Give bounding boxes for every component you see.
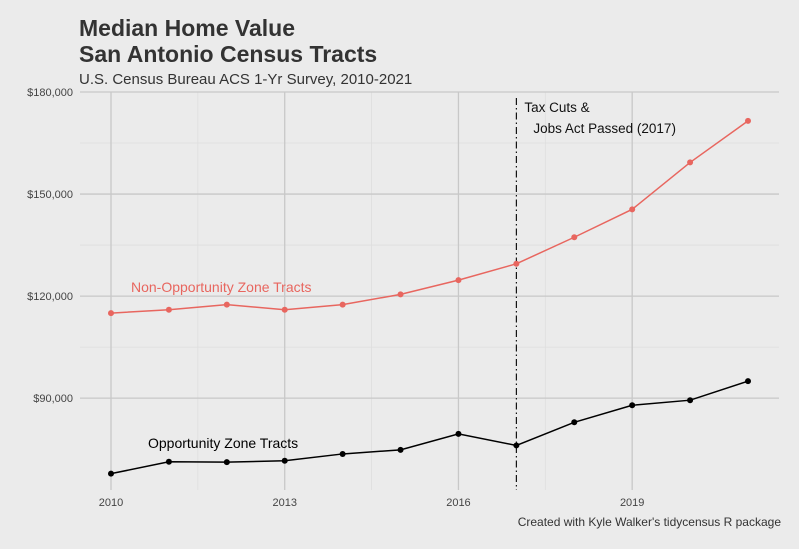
- data-point: [455, 430, 462, 437]
- data-point: [339, 301, 346, 308]
- data-point: [108, 310, 114, 317]
- data-point: [397, 291, 404, 298]
- data-point: [455, 277, 462, 284]
- data-point: [281, 457, 288, 464]
- policy-vline-label-line1: Tax Cuts &: [524, 100, 589, 115]
- x-tick-label: 2010: [99, 497, 123, 509]
- data-point: [339, 450, 346, 457]
- data-point: [223, 459, 230, 466]
- series-line: [110, 120, 749, 314]
- data-point: [687, 159, 694, 166]
- chart-caption: Created with Kyle Walker's tidycensus R …: [517, 515, 781, 529]
- data-point: [687, 397, 694, 404]
- data-point: [397, 446, 404, 453]
- data-point: [513, 260, 520, 267]
- data-point: [571, 234, 578, 241]
- y-tick-label: $120,000: [27, 291, 73, 303]
- series-label: Non-Opportunity Zone Tracts: [131, 279, 312, 295]
- data-point: [223, 301, 230, 308]
- x-axis-ticks: 2010 2013 2016 2019: [99, 497, 645, 509]
- series-points: [108, 117, 751, 477]
- data-point: [745, 117, 751, 124]
- data-point: [165, 306, 172, 313]
- data-point: [629, 402, 636, 409]
- data-point: [281, 306, 288, 313]
- data-point: [571, 419, 578, 426]
- grid-lines: [80, 91, 779, 490]
- series-lines: [110, 120, 749, 475]
- x-tick-label: 2019: [620, 497, 644, 509]
- policy-vline: Tax Cuts & Jobs Act Passed (2017): [515, 98, 676, 490]
- data-point: [108, 470, 114, 477]
- y-axis-ticks: $90,000 $120,000 $150,000 $180,000: [27, 87, 73, 405]
- series-labels: Non-Opportunity Zone Tracts Opportunity Z…: [131, 279, 312, 451]
- x-tick-label: 2013: [272, 497, 296, 509]
- y-tick-label: $150,000: [27, 189, 73, 201]
- chart-title: Median Home Value San Antonio Census Tra…: [79, 15, 377, 67]
- x-tick-label: 2016: [446, 497, 470, 509]
- data-point: [745, 378, 751, 385]
- policy-vline-label-line2: Jobs Act Passed (2017): [533, 121, 676, 136]
- series-line: [110, 380, 749, 475]
- chart-subtitle: U.S. Census Bureau ACS 1-Yr Survey, 2010…: [79, 71, 413, 88]
- chart-title-line2: San Antonio Census Tracts: [79, 41, 378, 67]
- data-point: [629, 206, 636, 213]
- chart-title-line1: Median Home Value: [79, 15, 296, 41]
- y-tick-label: $90,000: [33, 393, 73, 405]
- series-label: Opportunity Zone Tracts: [148, 435, 298, 451]
- data-point: [513, 442, 520, 449]
- data-point: [165, 458, 172, 465]
- y-tick-label: $180,000: [27, 87, 73, 99]
